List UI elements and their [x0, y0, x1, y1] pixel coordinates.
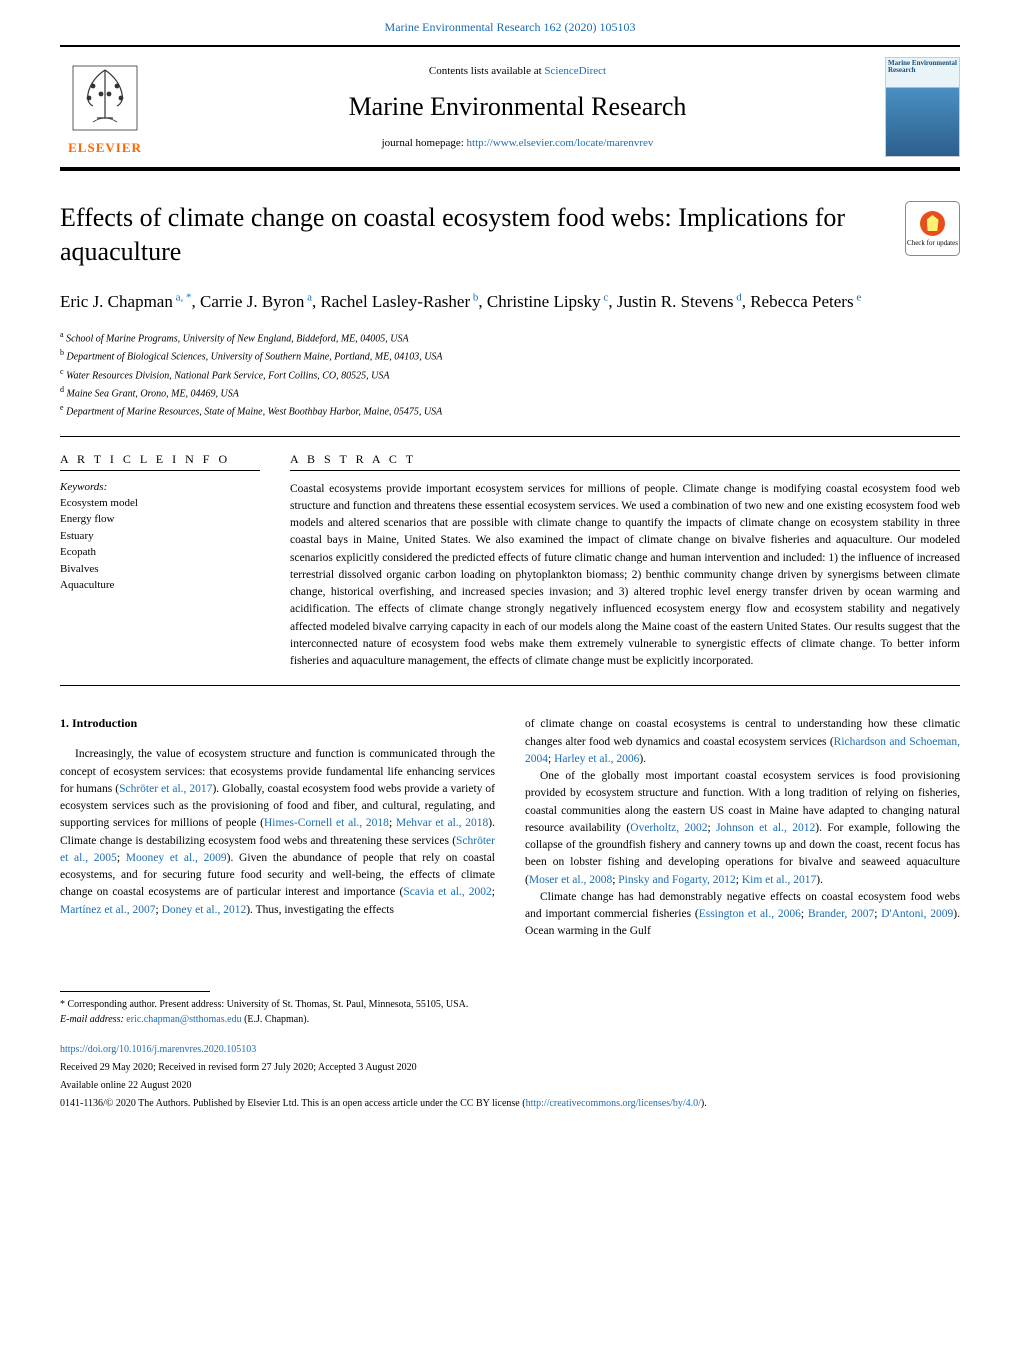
homepage-text: journal homepage: http://www.elsevier.co…: [150, 137, 885, 149]
abstract-column: A B S T R A C T Coastal ecosystems provi…: [290, 452, 960, 671]
citation-link[interactable]: Doney et al., 2012: [162, 904, 247, 916]
citation-link[interactable]: Brander, 2007: [808, 908, 874, 920]
citation-link[interactable]: Harley et al., 2006: [554, 753, 639, 765]
citation-link[interactable]: Kim et al., 2017: [742, 874, 816, 886]
cover-title: Marine Environmental Research: [888, 60, 957, 74]
contents-text: Contents lists available at ScienceDirec…: [150, 65, 885, 77]
corresponding-author: * Corresponding author. Present address:…: [60, 997, 960, 1027]
abstract-text: Coastal ecosystems provide important eco…: [290, 481, 960, 671]
elsevier-label: ELSEVIER: [68, 140, 142, 156]
email-line: E-mail address: eric.chapman@stthomas.ed…: [60, 1012, 960, 1027]
citation-link[interactable]: Mooney et al., 2009: [126, 852, 227, 864]
homepage-prefix: journal homepage:: [382, 137, 467, 149]
keyword-item: Bivalves: [60, 561, 260, 578]
journal-cover-thumbnail: Marine Environmental Research: [885, 57, 960, 157]
authors-list: Eric J. Chapman a, *, Carrie J. Byron a,…: [60, 289, 960, 315]
check-updates-icon: [920, 211, 945, 236]
body-paragraph: Increasingly, the value of ecosystem str…: [60, 746, 495, 919]
check-updates-label: Check for updates: [907, 239, 958, 247]
sciencedirect-link[interactable]: ScienceDirect: [544, 65, 606, 77]
keyword-item: Aquaculture: [60, 577, 260, 594]
keyword-item: Ecosystem model: [60, 495, 260, 512]
article-title: Effects of climate change on coastal eco…: [60, 201, 885, 269]
citation-link[interactable]: Johnson et al., 2012: [716, 822, 815, 834]
elsevier-logo: ELSEVIER: [60, 52, 150, 162]
contents-prefix: Contents lists available at: [429, 65, 544, 77]
affiliation-item: e Department of Marine Resources, State …: [60, 402, 960, 420]
banner-center: Contents lists available at ScienceDirec…: [150, 65, 885, 149]
article-info-heading: A R T I C L E I N F O: [60, 452, 260, 471]
section-title: Introduction: [72, 716, 137, 730]
available-info: Available online 22 August 2020: [60, 1078, 960, 1093]
abstract-heading: A B S T R A C T: [290, 452, 960, 471]
email-label: E-mail address:: [60, 1014, 126, 1025]
keyword-item: Estuary: [60, 528, 260, 545]
citation-link[interactable]: Mehvar et al., 2018: [396, 817, 488, 829]
copyright-link[interactable]: http://creativecommons.org/licenses/by/4…: [526, 1098, 701, 1109]
copyright-suffix: ).: [701, 1098, 707, 1109]
article-info-column: A R T I C L E I N F O Keywords: Ecosyste…: [60, 452, 290, 671]
citation-link[interactable]: Overholtz, 2002: [630, 822, 707, 834]
left-column: 1. Introduction Increasingly, the value …: [60, 716, 495, 940]
doi-link[interactable]: https://doi.org/10.1016/j.marenvres.2020…: [60, 1044, 256, 1055]
affiliation-item: a School of Marine Programs, University …: [60, 329, 960, 347]
body-paragraph: Climate change has had demonstrably nega…: [525, 889, 960, 941]
doi-line: https://doi.org/10.1016/j.marenvres.2020…: [60, 1042, 960, 1057]
citation-link[interactable]: Pinsky and Fogarty, 2012: [618, 874, 735, 886]
footer-section: * Corresponding author. Present address:…: [0, 971, 1020, 1131]
received-info: Received 29 May 2020; Received in revise…: [60, 1060, 960, 1075]
body-section: 1. Introduction Increasingly, the value …: [60, 686, 960, 940]
right-column: of climate change on coastal ecosystems …: [525, 716, 960, 940]
keywords-list: Ecosystem modelEnergy flowEstuaryEcopath…: [60, 495, 260, 594]
main-content: Effects of climate change on coastal eco…: [0, 171, 1020, 971]
body-paragraph: One of the globally most important coast…: [525, 768, 960, 889]
title-row: Effects of climate change on coastal eco…: [60, 201, 960, 289]
section-number: 1.: [60, 716, 69, 730]
citation-link[interactable]: Scavia et al., 2002: [403, 886, 491, 898]
header-citation: Marine Environmental Research 162 (2020)…: [0, 0, 1020, 45]
section-heading: 1. Introduction: [60, 716, 495, 731]
email-link[interactable]: eric.chapman@stthomas.edu: [126, 1014, 241, 1025]
journal-name: Marine Environmental Research: [150, 92, 885, 122]
citation-link[interactable]: Essington et al., 2006: [699, 908, 801, 920]
citation-link[interactable]: Martínez et al., 2007: [60, 904, 155, 916]
citation-link[interactable]: D'Antoni, 2009: [881, 908, 953, 920]
affiliation-item: b Department of Biological Sciences, Uni…: [60, 347, 960, 365]
copyright-info: 0141-1136/© 2020 The Authors. Published …: [60, 1096, 960, 1111]
affiliations-list: a School of Marine Programs, University …: [60, 329, 960, 421]
homepage-link[interactable]: http://www.elsevier.com/locate/marenvrev: [467, 137, 654, 149]
copyright-prefix: 0141-1136/© 2020 The Authors. Published …: [60, 1098, 526, 1109]
citation-link[interactable]: Moser et al., 2008: [529, 874, 612, 886]
footer-divider: [60, 991, 210, 992]
email-suffix: (E.J. Chapman).: [242, 1014, 310, 1025]
citation-link[interactable]: Schröter et al., 2017: [119, 783, 212, 795]
citation-link[interactable]: Marine Environmental Research 162 (2020)…: [385, 20, 636, 34]
corresponding-text: * Corresponding author. Present address:…: [60, 997, 960, 1012]
body-paragraph: of climate change on coastal ecosystems …: [525, 716, 960, 768]
citation-link[interactable]: Himes-Cornell et al., 2018: [264, 817, 389, 829]
journal-banner: ELSEVIER Contents lists available at Sci…: [60, 45, 960, 171]
affiliation-item: c Water Resources Division, National Par…: [60, 366, 960, 384]
info-abstract-row: A R T I C L E I N F O Keywords: Ecosyste…: [60, 437, 960, 687]
keyword-item: Ecopath: [60, 544, 260, 561]
elsevier-tree-icon: [65, 58, 145, 138]
keywords-label: Keywords:: [60, 481, 260, 493]
affiliation-item: d Maine Sea Grant, Orono, ME, 04469, USA: [60, 384, 960, 402]
check-updates-badge[interactable]: Check for updates: [905, 201, 960, 256]
keyword-item: Energy flow: [60, 511, 260, 528]
